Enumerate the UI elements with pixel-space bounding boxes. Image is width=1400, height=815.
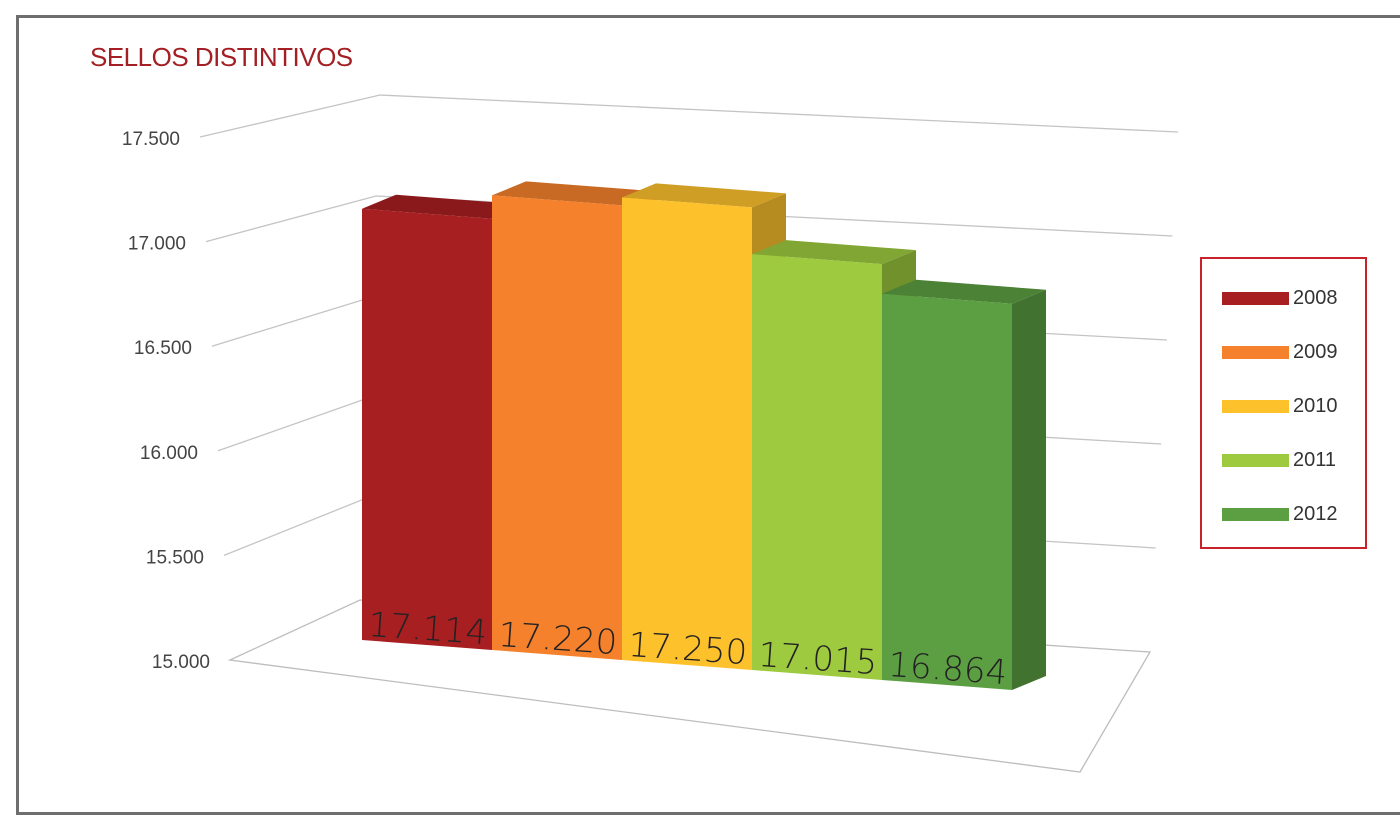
legend-swatch [1222, 345, 1289, 359]
gridline [205, 195, 1173, 243]
bar-top [622, 183, 786, 208]
legend-swatch [1222, 507, 1289, 521]
y-tick-label: 16.500 [134, 338, 192, 359]
legend: 2008 2009 2010 2011 2012 [1200, 257, 1367, 549]
y-tick-label: 15.500 [146, 547, 204, 568]
bar-value-label: 17.114 [367, 605, 488, 653]
y-tick-label: 15.000 [152, 652, 210, 673]
y-tick-label: 17.000 [128, 234, 186, 255]
bar-front [882, 293, 1012, 690]
legend-label: 2012 [1293, 502, 1338, 525]
floor-plane [227, 599, 1152, 773]
legend-swatch [1222, 453, 1289, 467]
legend-item-2011: 2011 [1222, 445, 1336, 475]
bar-top [492, 181, 656, 206]
bar-value-label: 17.015 [757, 635, 878, 683]
y-tick-label: 16.000 [140, 443, 198, 464]
bar-top [362, 194, 526, 219]
bar-front [492, 195, 622, 660]
legend-swatch [1222, 399, 1289, 413]
bar-top [882, 279, 1046, 304]
bar-value-label: 17.250 [627, 625, 748, 673]
legend-label: 2008 [1293, 286, 1338, 309]
bar-value-label: 16.864 [887, 645, 1008, 693]
bar-value-label: 17.220 [497, 615, 618, 663]
bar-front [362, 208, 492, 650]
legend-label: 2010 [1293, 394, 1338, 417]
bar-side [1012, 289, 1046, 690]
legend-item-2008: 2008 [1222, 283, 1338, 313]
y-axis-ticks: 15.000 15.500 16.000 16.500 17.000 17.500 [122, 129, 210, 673]
bar-2012 [882, 279, 1046, 690]
bars [362, 181, 1046, 690]
bar-front [752, 254, 882, 680]
y-tick-label: 17.500 [122, 129, 180, 150]
legend-item-2009: 2009 [1222, 337, 1338, 367]
bar-top [752, 240, 916, 265]
value-labels: 17.114 17.220 17.250 17.015 16.864 [367, 605, 1008, 693]
legend-label: 2009 [1293, 340, 1338, 363]
bar-chart-3d: 15.000 15.500 16.000 16.500 17.000 17.500 17.… [122, 94, 1179, 773]
legend-item-2010: 2010 [1222, 391, 1338, 421]
legend-label: 2011 [1293, 448, 1337, 471]
legend-item-2012: 2012 [1222, 499, 1338, 529]
gridline [199, 94, 1179, 138]
legend-swatch [1222, 291, 1289, 305]
bar-front [622, 197, 752, 670]
chart-title: SELLOS DISTINTIVOS [90, 42, 353, 72]
